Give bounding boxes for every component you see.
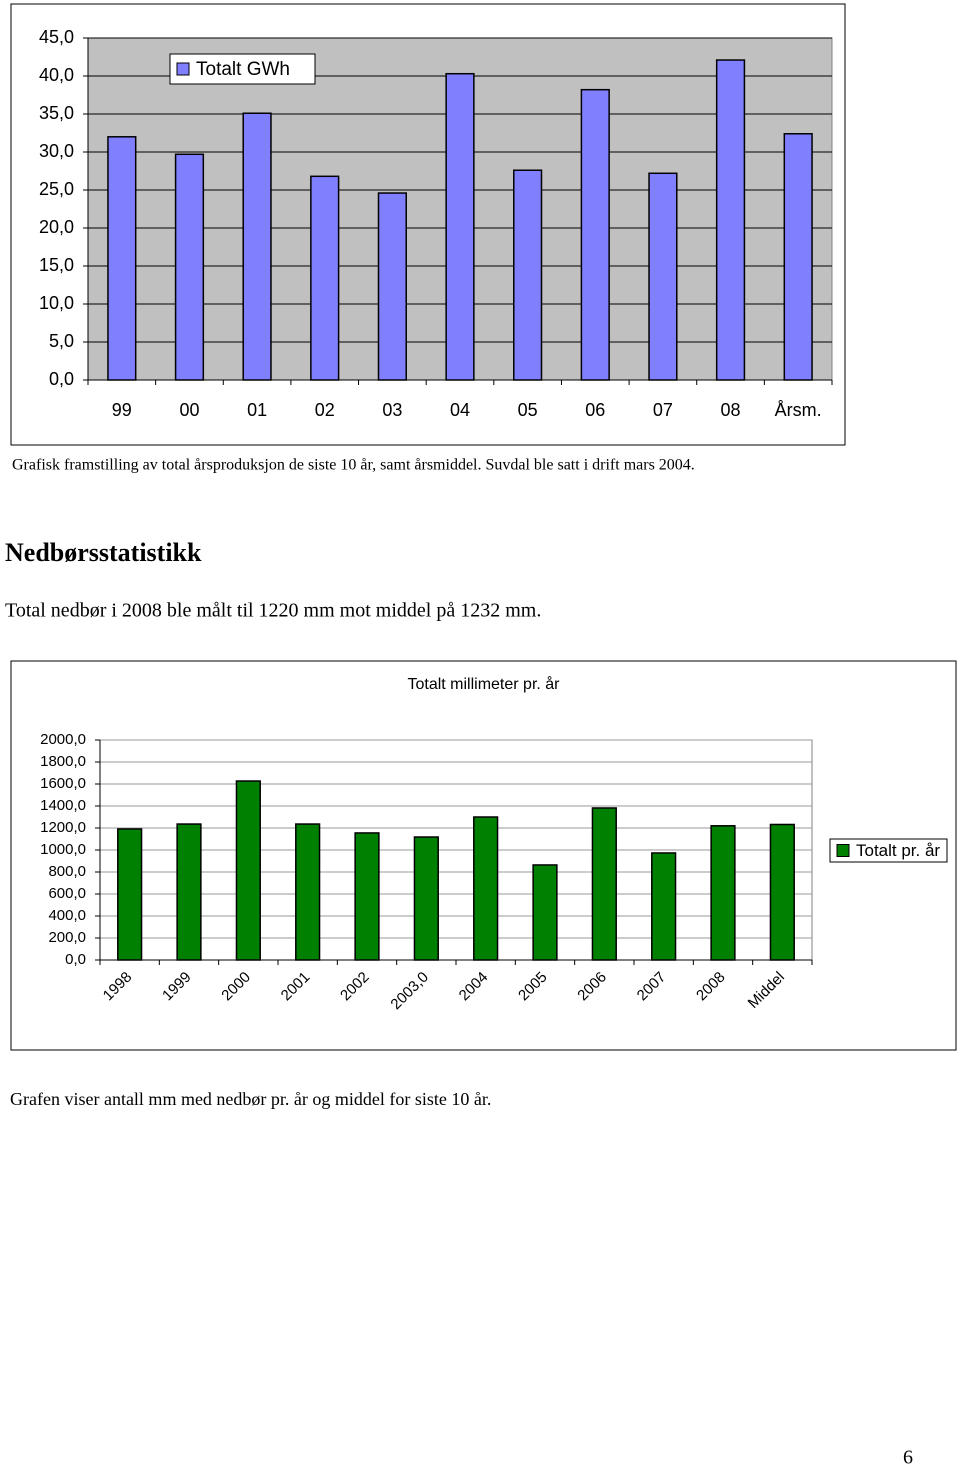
bar — [413, 836, 439, 961]
bar — [473, 816, 499, 961]
bar — [107, 136, 137, 381]
chart-title: Totalt millimeter pr. år — [407, 675, 560, 693]
bar — [235, 780, 261, 961]
bar — [174, 153, 205, 381]
x-tick-label: 05 — [518, 400, 538, 420]
y-tick-label: 400,0 — [48, 907, 86, 924]
bar — [354, 832, 380, 961]
y-tick-label: 2000,0 — [40, 731, 86, 748]
legend-box — [829, 838, 948, 863]
bar — [176, 823, 202, 961]
y-tick-label: 0,0 — [49, 369, 74, 389]
bar — [513, 169, 543, 381]
caption: Grafen viser antall mm med nedbør pr. år… — [10, 1089, 491, 1109]
x-tick-label: 03 — [382, 400, 402, 420]
x-tick-label: 01 — [247, 400, 267, 420]
bar — [117, 828, 143, 961]
y-tick-label: 1000,0 — [40, 841, 86, 858]
x-tick-label: 07 — [653, 400, 673, 420]
y-tick-label: 0,0 — [65, 951, 86, 968]
legend-box — [169, 53, 316, 85]
y-tick-label: 10,0 — [39, 293, 74, 313]
bar — [783, 133, 813, 381]
caption: Grafisk framstilling av total årsproduks… — [12, 457, 695, 474]
y-tick-label: 600,0 — [48, 885, 86, 902]
y-tick-label: 200,0 — [48, 929, 86, 946]
x-tick-label: 02 — [315, 400, 335, 420]
y-tick-label: 30,0 — [39, 141, 74, 161]
bar — [580, 88, 610, 381]
heading: Nedbørsstatistikk — [5, 538, 202, 567]
x-tick-label: 00 — [179, 400, 199, 420]
y-tick-label: 1600,0 — [40, 775, 86, 792]
bar — [242, 112, 272, 381]
x-tick-label: 04 — [450, 400, 470, 420]
y-tick-label: 1400,0 — [40, 797, 86, 814]
x-tick-label: Årsm. — [775, 400, 822, 420]
legend-swatch — [176, 62, 190, 76]
bar — [295, 823, 321, 961]
paragraph: Total nedbør i 2008 ble målt til 1220 mm… — [5, 600, 541, 622]
bar — [715, 59, 746, 381]
y-tick-label: 45,0 — [39, 27, 74, 47]
bar — [532, 864, 558, 961]
bar — [651, 852, 677, 961]
bar — [710, 825, 736, 961]
y-tick-label: 800,0 — [48, 863, 86, 880]
x-tick-label: 06 — [585, 400, 605, 420]
bar — [310, 175, 340, 381]
y-tick-label: 20,0 — [39, 217, 74, 237]
legend-swatch — [836, 844, 850, 857]
page-number: 6 — [903, 1447, 913, 1469]
x-tick-label: 99 — [112, 400, 132, 420]
y-tick-label: 35,0 — [39, 103, 74, 123]
y-tick-label: 15,0 — [39, 255, 74, 275]
y-tick-label: 5,0 — [49, 331, 74, 351]
y-tick-label: 1800,0 — [40, 753, 86, 770]
legend-label: Totalt pr. år — [856, 841, 940, 860]
y-tick-label: 25,0 — [39, 179, 74, 199]
x-tick-label: 08 — [721, 400, 741, 420]
legend-label: Totalt GWh — [196, 59, 290, 80]
bar — [377, 192, 407, 381]
bar — [445, 72, 475, 381]
y-tick-label: 1200,0 — [40, 819, 86, 836]
bar — [648, 172, 678, 381]
bar — [769, 823, 795, 961]
y-tick-label: 40,0 — [39, 65, 74, 85]
bar — [591, 807, 617, 961]
